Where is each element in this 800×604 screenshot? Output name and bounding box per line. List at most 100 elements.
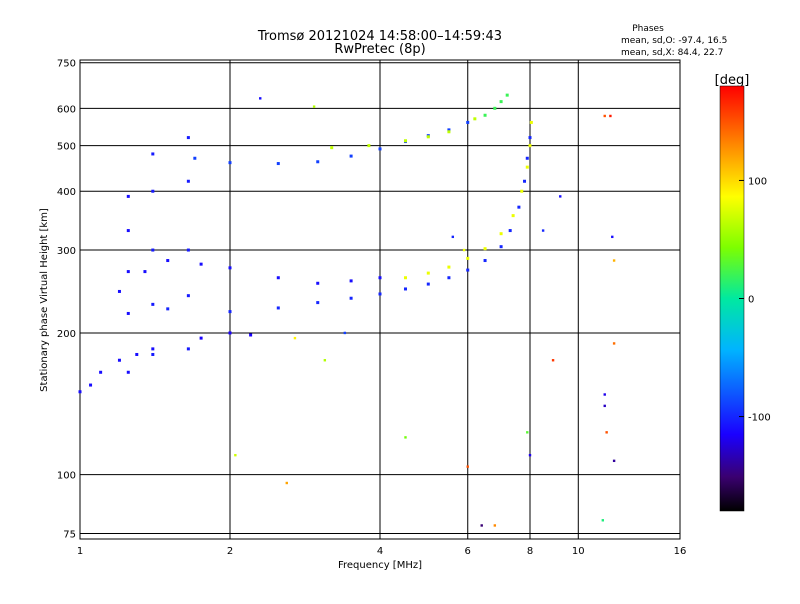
data-point — [605, 431, 608, 434]
data-point — [612, 342, 616, 345]
data-point — [551, 359, 555, 362]
data-point — [505, 93, 509, 97]
data-point — [166, 307, 170, 311]
data-point — [378, 292, 382, 296]
data-point — [151, 302, 155, 306]
data-point — [126, 270, 130, 274]
stats-o-mode: mean, sd,O: -97.4, 16.5 — [621, 36, 727, 46]
data-point — [186, 248, 190, 252]
data-point — [276, 162, 280, 166]
gridlines — [80, 60, 680, 539]
data-point — [466, 120, 470, 124]
data-point — [426, 282, 430, 286]
data-point — [276, 276, 280, 280]
data-point — [480, 524, 483, 527]
data-point — [285, 481, 288, 485]
y-tick-label: 750 — [57, 59, 76, 70]
data-point — [126, 229, 130, 233]
data-point — [603, 393, 606, 396]
data-point — [117, 358, 121, 362]
data-point — [193, 156, 197, 160]
data-point — [447, 265, 451, 269]
x-tick-label: 1 — [77, 546, 83, 557]
data-point — [559, 195, 562, 198]
data-point — [349, 296, 353, 300]
data-point — [473, 117, 477, 121]
data-point — [525, 156, 529, 160]
colorbar-label: [deg] — [715, 73, 750, 88]
data-point — [541, 229, 545, 232]
x-tick-label: 8 — [527, 546, 533, 557]
data-point — [117, 289, 121, 293]
data-point — [466, 256, 470, 260]
data-point — [316, 301, 320, 305]
data-point — [499, 232, 503, 236]
data-point — [493, 524, 497, 527]
data-point — [78, 390, 82, 394]
data-point — [508, 229, 512, 233]
data-point — [151, 248, 155, 252]
data-point — [312, 105, 316, 108]
data-point — [447, 128, 451, 132]
data-point — [404, 436, 407, 439]
data-point — [483, 259, 487, 263]
data-point — [528, 453, 532, 457]
data-point — [143, 270, 147, 274]
data-point — [603, 404, 606, 408]
data-point — [249, 333, 253, 337]
chart-title: Tromsø 20121024 14:58:00–14:59:43 — [257, 29, 502, 44]
data-points — [78, 93, 616, 527]
y-tick-label: 200 — [57, 329, 76, 340]
data-point — [529, 120, 533, 124]
data-point — [151, 189, 155, 193]
x-tick-labels: 1 2 4 6 8 10 16 — [77, 546, 687, 557]
x-tick-label: 2 — [227, 546, 233, 557]
x-tick-label: 4 — [377, 546, 383, 557]
data-point — [403, 139, 407, 143]
colorbar-tick-label: 100 — [748, 176, 767, 187]
data-point — [483, 247, 487, 251]
data-point — [349, 279, 353, 283]
data-point — [316, 281, 320, 285]
data-point — [451, 235, 455, 239]
data-point — [447, 276, 451, 280]
y-tick-label: 75 — [63, 529, 76, 540]
data-point — [228, 310, 232, 314]
stats-header: Phases — [632, 24, 664, 34]
colorbar-tick-label: -100 — [748, 413, 771, 424]
y-tick-label: 600 — [57, 104, 76, 115]
y-tick-label: 400 — [57, 187, 76, 198]
data-point — [349, 154, 353, 158]
y-axis-label: Stationary phase Virtual Height [km] — [39, 208, 50, 392]
data-point — [316, 160, 320, 164]
data-point — [528, 144, 532, 148]
x-tick-label: 10 — [572, 546, 585, 557]
data-point — [499, 245, 503, 249]
x-tick-label: 16 — [674, 546, 687, 557]
data-point — [483, 113, 487, 117]
data-point — [293, 336, 297, 340]
stats-x-mode: mean, sd,X: 84.4, 22.7 — [621, 48, 723, 58]
data-point — [151, 152, 155, 156]
data-point — [526, 431, 529, 434]
data-point — [276, 306, 280, 310]
data-point — [466, 268, 470, 272]
data-point — [426, 271, 430, 275]
data-point — [199, 336, 203, 340]
data-point — [166, 259, 170, 263]
data-point — [447, 130, 451, 134]
data-point — [611, 235, 614, 239]
data-point — [126, 311, 130, 315]
plot-area: 1 2 4 6 8 10 16 75 100 200 300 400 500 600 750 — [57, 59, 686, 557]
y-tick-label: 500 — [57, 142, 76, 153]
data-point — [378, 147, 382, 151]
data-point — [378, 276, 382, 280]
data-point — [511, 214, 515, 218]
data-point — [612, 259, 616, 262]
data-point — [186, 179, 190, 183]
data-point — [517, 205, 521, 209]
data-point — [228, 161, 232, 165]
data-point — [228, 331, 232, 335]
data-point — [151, 352, 155, 356]
